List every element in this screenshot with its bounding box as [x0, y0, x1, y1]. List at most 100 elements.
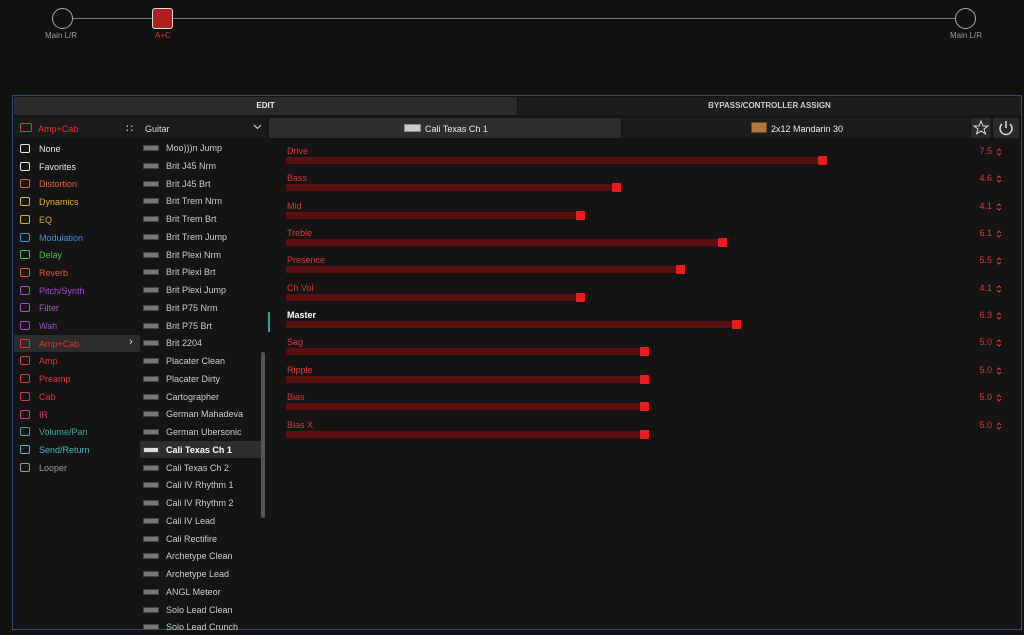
param-stepper[interactable] [996, 284, 1002, 296]
category-label: Amp [39, 356, 58, 367]
category-item[interactable] [14, 459, 140, 476]
category-item[interactable] [14, 158, 140, 175]
param-stepper[interactable] [996, 338, 1002, 350]
param-stepper[interactable] [996, 229, 1002, 241]
model-label: Cali IV Rhythm 1 [166, 480, 234, 491]
model-thumb [143, 500, 159, 506]
category-item[interactable] [14, 352, 140, 369]
param-slider-thumb[interactable] [817, 156, 827, 165]
param-slider-thumb[interactable] [640, 429, 649, 439]
category-item[interactable] [14, 211, 140, 228]
category-label: Send/Return [39, 444, 90, 455]
power-button[interactable] [993, 118, 1019, 138]
input-node[interactable] [52, 8, 73, 29]
category-icon [20, 232, 30, 242]
param-slider-thumb[interactable] [576, 292, 586, 302]
dropdown-arrow[interactable] [253, 124, 262, 130]
model-label: Cali IV Lead [166, 515, 216, 526]
category-icon [20, 179, 30, 189]
category-header[interactable] [14, 118, 140, 138]
param-label: Master [287, 310, 317, 321]
param-value: 6.3 [979, 310, 992, 321]
selection-marker [268, 312, 270, 333]
param-label: Mid [287, 200, 302, 211]
param-label: Bass [287, 173, 308, 184]
category-label: Reverb [39, 267, 69, 278]
param-slider-thumb[interactable] [576, 210, 586, 220]
model-label: Cali Texas Ch 1 [166, 444, 232, 455]
category-item[interactable] [14, 140, 140, 157]
category-item[interactable] [14, 406, 140, 423]
param-stepper[interactable] [996, 147, 1002, 159]
param-label: Drive [287, 146, 309, 156]
model-thumb [143, 517, 159, 524]
category-item[interactable] [14, 388, 140, 405]
category-item[interactable] [14, 370, 140, 387]
param-value: 5.0 [979, 364, 992, 375]
category-label: Looper [39, 462, 68, 473]
category-label: Cab [39, 391, 56, 402]
param-slider-thumb[interactable] [611, 183, 621, 193]
param-stepper[interactable] [996, 393, 1002, 405]
output-label: Main L/R [950, 31, 983, 40]
category-icon [20, 285, 30, 295]
param-slider-thumb[interactable] [640, 374, 649, 384]
category-icon [20, 267, 30, 277]
model-label: German Mahadeva [166, 409, 244, 420]
model-thumb [143, 251, 159, 258]
param-stepper[interactable] [996, 202, 1002, 214]
model-label: Moo)))n Jump [166, 143, 223, 153]
model-thumb [143, 216, 159, 222]
amp-tab[interactable] [269, 118, 621, 138]
param-stepper[interactable] [996, 256, 1002, 268]
model-label: Solo Lead Crunch [166, 622, 239, 633]
param-slider-fill [286, 157, 822, 164]
param-label: Ch Vol [287, 282, 314, 293]
model-thumb [143, 145, 159, 151]
param-stepper[interactable] [996, 421, 1002, 433]
param-slider-fill [286, 211, 581, 219]
model-filter[interactable] [140, 118, 267, 138]
param-stepper[interactable] [996, 311, 1002, 323]
category-icon [20, 427, 30, 437]
favorite-button[interactable] [971, 118, 991, 138]
param-slider-thumb[interactable] [640, 402, 649, 412]
model-thumb [143, 269, 159, 276]
model-label: Brit Trem Brt [166, 214, 217, 224]
category-icon [20, 374, 30, 384]
param-stepper[interactable] [996, 174, 1002, 186]
block-node[interactable] [152, 8, 173, 29]
model-label: Archetype Lead [166, 569, 230, 579]
category-label: Preamp [39, 374, 71, 385]
model-thumb [143, 322, 159, 329]
category-item[interactable] [14, 264, 140, 281]
assign-tab[interactable]: BYPASS/CONTROLLER ASSIGN [518, 97, 1021, 115]
param-value: 5.5 [979, 255, 992, 266]
cab-tab[interactable] [622, 118, 970, 138]
model-thumb [143, 553, 159, 560]
param-slider-thumb[interactable] [732, 320, 742, 330]
param-value: 5.0 [979, 419, 992, 430]
param-label: Presence [287, 255, 326, 266]
model-thumb [143, 340, 159, 347]
category-item[interactable] [14, 246, 140, 263]
category-item[interactable] [14, 334, 140, 352]
param-slider-thumb[interactable] [718, 238, 728, 248]
category-item[interactable] [14, 299, 140, 316]
model-thumb [143, 464, 159, 471]
edit-tab[interactable]: EDIT [14, 97, 517, 115]
scrollbar[interactable] [261, 352, 265, 518]
model-thumb [143, 233, 159, 240]
path-line [62, 18, 966, 19]
param-stepper[interactable] [996, 366, 1002, 378]
param-slider-thumb[interactable] [675, 265, 685, 275]
param-slider-thumb[interactable] [640, 347, 649, 357]
model-item[interactable] [140, 440, 261, 458]
category-icon [20, 444, 30, 454]
model-thumb [143, 198, 159, 205]
category-item[interactable] [14, 317, 140, 334]
param-label: Sag [287, 337, 304, 348]
param-slider-fill [286, 375, 644, 383]
output-node[interactable] [955, 8, 976, 29]
model-thumb [143, 287, 159, 293]
